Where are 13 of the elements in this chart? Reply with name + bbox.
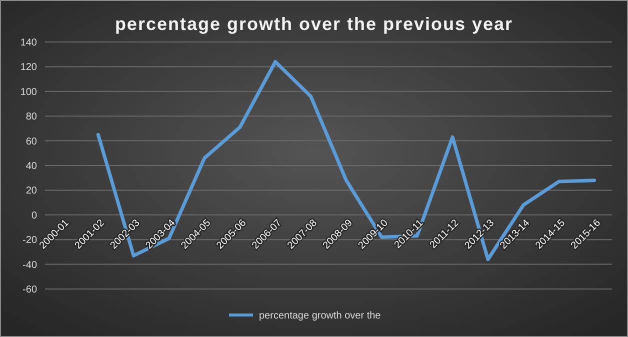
y-tick-label: 20	[26, 186, 38, 197]
y-tick-label: 40	[26, 161, 38, 172]
y-tick-label: 140	[20, 38, 38, 48]
chart-title: percentage growth over the previous year	[114, 14, 514, 34]
y-tick-label: -40	[22, 260, 38, 271]
y-tick-label: -60	[22, 284, 38, 296]
y-tick-label: 0	[31, 210, 38, 222]
y-tick-label: 100	[20, 86, 38, 98]
y-tick-label: 80	[26, 112, 38, 123]
legend-label: percentage growth over the	[259, 310, 382, 322]
y-tick-label: -20	[22, 235, 38, 246]
y-tick-label: 60	[26, 136, 38, 148]
y-tick-label: 120	[20, 62, 38, 74]
